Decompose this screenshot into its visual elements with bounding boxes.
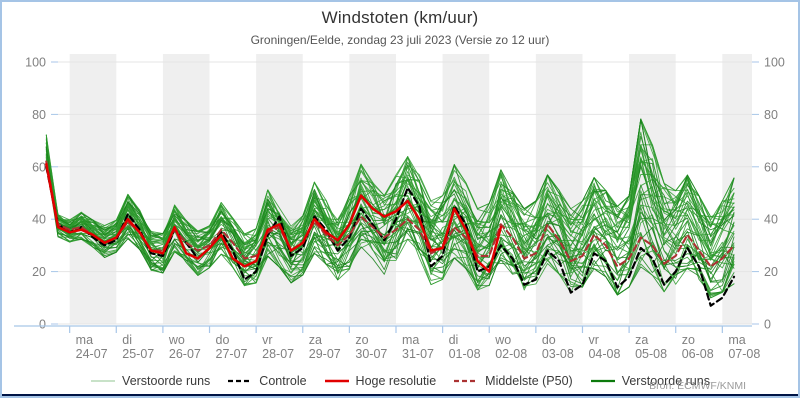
day-label: zo [355, 333, 368, 347]
chart-header: Windstoten (km/uur) Groningen/Eelde, zon… [2, 8, 798, 47]
chart-subtitle: Groningen/Eelde, zondag 23 juli 2023 (Ve… [250, 33, 550, 47]
day-band [256, 54, 303, 324]
day-label: za [635, 333, 648, 347]
legend-label: Hoge resolutie [355, 374, 437, 388]
legend-swatch-line [91, 380, 116, 382]
date-label: 02-08 [495, 347, 527, 361]
day-label: za [309, 333, 322, 347]
date-label: 24-07 [76, 347, 108, 361]
y-tick-label-right: 20 [764, 265, 778, 279]
day-label: di [449, 333, 459, 347]
date-label: 01-08 [449, 347, 481, 361]
ensemble-run-line [45, 150, 735, 287]
legend-label: Controle [259, 374, 307, 388]
day-label: wo [494, 333, 511, 347]
y-tick-label-right: 80 [764, 108, 778, 122]
date-label: 31-07 [402, 347, 434, 361]
legend-swatch-line [590, 379, 615, 383]
ensemble-run-line [45, 148, 735, 257]
day-label: ma [728, 333, 745, 347]
date-label: 27-07 [216, 347, 248, 361]
y-tick-label-left: 100 [25, 56, 46, 70]
y-tick-label-left: 40 [32, 213, 46, 227]
day-label: vr [262, 333, 272, 347]
y-tick-label-right: 40 [764, 213, 778, 227]
legend-item: Verstoorde runs [590, 374, 710, 388]
ensemble-run-line [45, 134, 735, 291]
legend-item: Hoge resolutie [324, 374, 437, 388]
chart-legend: Verstoorde runs Controle Hoge resolutie Mid… [2, 372, 798, 390]
y-tick-label-right: 60 [764, 160, 778, 174]
controle-line [45, 165, 736, 307]
y-tick-label-left: 0 [39, 318, 46, 332]
chart-title: Windstoten (km/uur) [321, 8, 479, 27]
y-tick-label-left: 80 [32, 108, 46, 122]
day-label: zo [682, 333, 695, 347]
day-band [69, 54, 117, 324]
legend-label: Middelste (P50) [485, 374, 573, 388]
date-label: 06-08 [682, 347, 714, 361]
date-label: 25-07 [122, 347, 154, 361]
day-label: do [216, 333, 230, 347]
day-label: vr [588, 333, 598, 347]
hoge-resolutie-line [45, 162, 503, 273]
day-label: wo [168, 333, 185, 347]
source-credit: Bron: ECMWF/KNMI [649, 380, 746, 392]
ensemble-run-line [45, 118, 735, 245]
ensemble-run-line [45, 120, 735, 251]
day-band [722, 54, 752, 324]
bottom-frame-bar [2, 394, 798, 396]
date-label: 03-08 [542, 347, 574, 361]
legend-label: Verstoorde runs [122, 374, 211, 388]
date-label: 28-07 [262, 347, 294, 361]
ensemble-run-line [45, 146, 735, 271]
y-tick-label-left: 20 [32, 265, 46, 279]
ensemble-run-line [45, 146, 735, 296]
date-label: 26-07 [169, 347, 201, 361]
date-label: 05-08 [635, 347, 667, 361]
y-tick-label-right: 0 [764, 318, 771, 332]
date-label: 30-07 [355, 347, 387, 361]
legend-item: Controle [227, 374, 307, 388]
day-label: do [542, 333, 556, 347]
y-tick-label-right: 100 [764, 56, 785, 70]
day-label: ma [402, 333, 419, 347]
legend-swatch-line [454, 379, 479, 383]
legend-label: Verstoorde runs [621, 374, 710, 388]
p50-line [45, 160, 736, 268]
y-tick-label-left: 60 [32, 160, 46, 174]
legend-item: Middelste (P50) [453, 374, 573, 388]
ensemble-run-line [45, 157, 735, 274]
date-label: 29-07 [309, 347, 341, 361]
day-label: ma [76, 333, 93, 347]
legend-item: Verstoorde runs [90, 374, 210, 388]
legend-swatch-line [324, 379, 349, 383]
ensemble-run-line [45, 154, 735, 243]
legend-swatch-line [228, 379, 253, 383]
day-label: di [122, 333, 132, 347]
ensemble-run-line [45, 147, 735, 261]
ensemble-run-line [45, 155, 735, 293]
date-label: 04-08 [588, 347, 620, 361]
ensemble-run-line [45, 143, 735, 296]
day-band [162, 54, 210, 324]
date-label: 07-08 [728, 347, 760, 361]
ensemble-run-line [45, 165, 735, 284]
